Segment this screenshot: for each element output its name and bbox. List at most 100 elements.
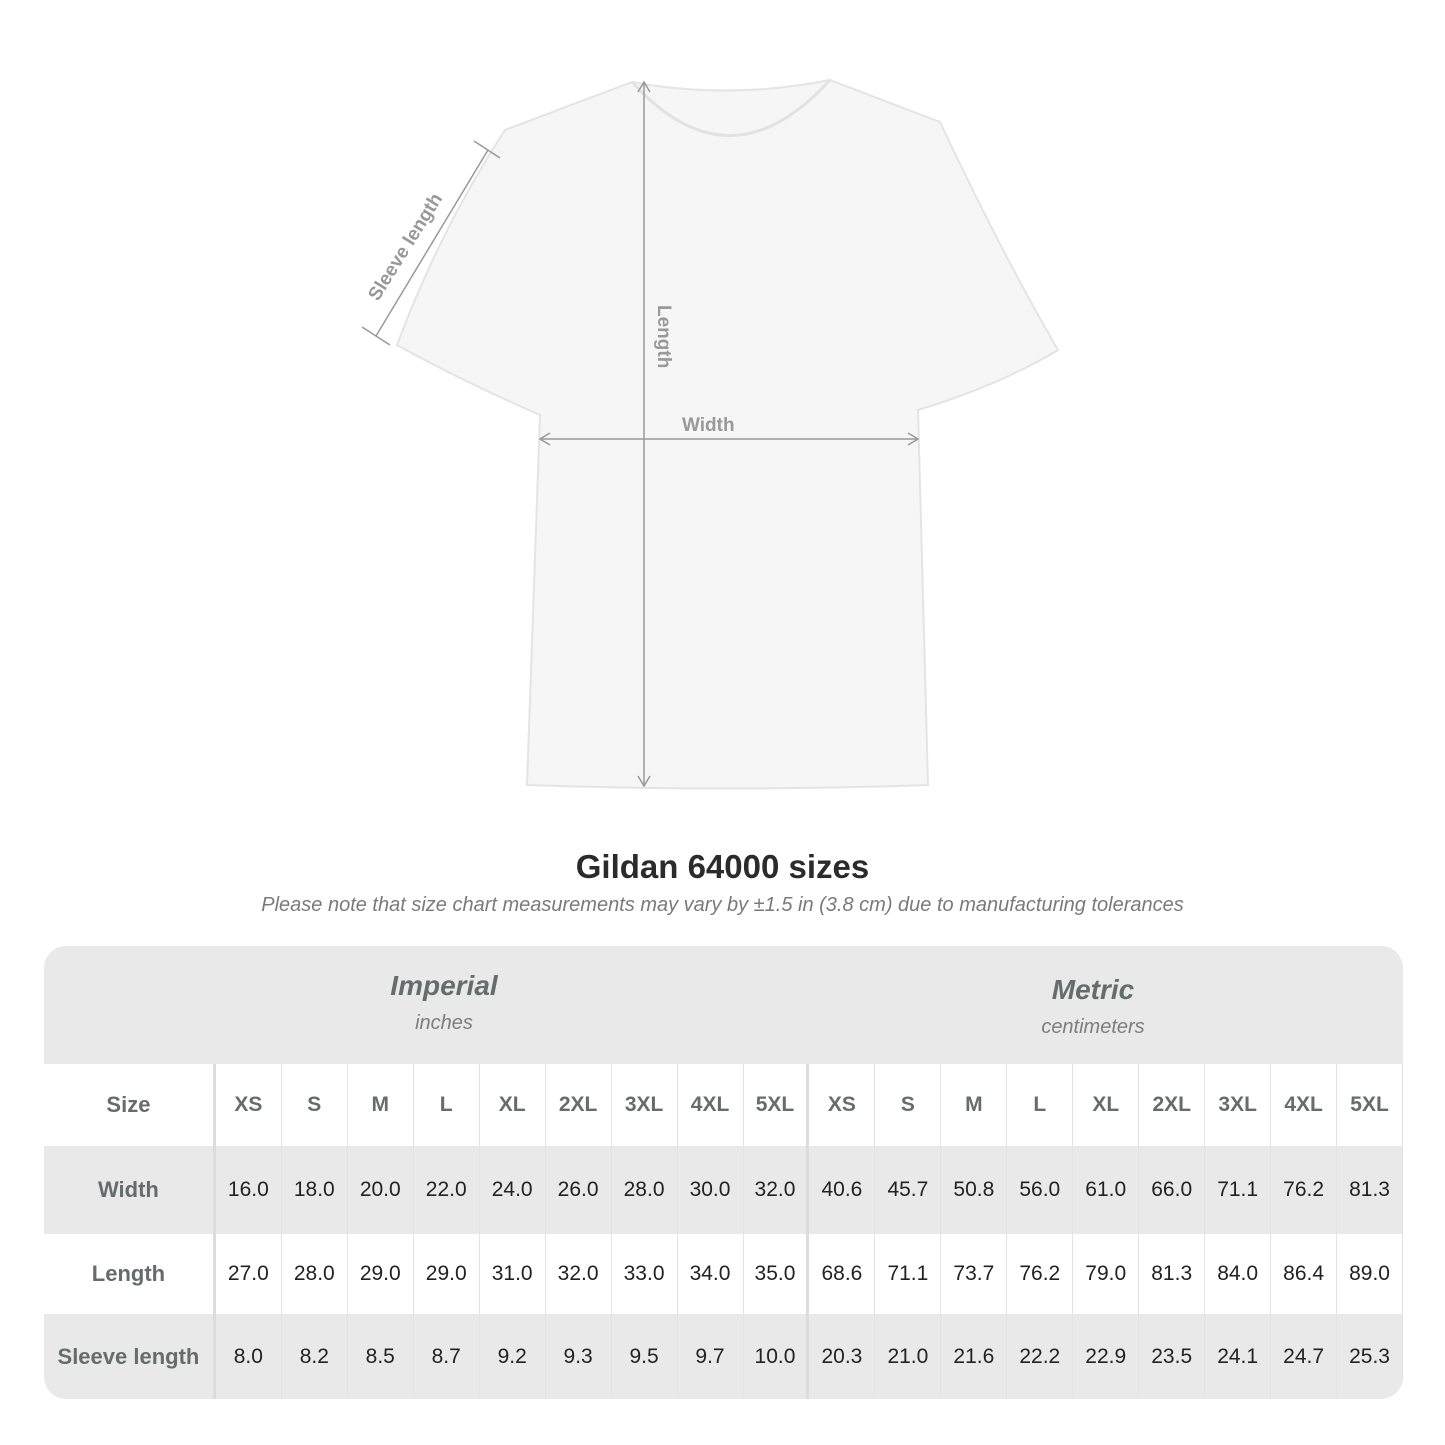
- table-cell: 29.0: [414, 1234, 480, 1314]
- table-cell: 22.0: [414, 1146, 480, 1234]
- table-cell: 40.6: [809, 1146, 876, 1234]
- size-chart: Imperial inches Metric centimeters Size X…: [44, 946, 1403, 1399]
- table-cell: 24.7: [1271, 1314, 1338, 1399]
- table-cell: 61.0: [1073, 1146, 1140, 1234]
- table-cell: 20.3: [809, 1314, 876, 1399]
- metric-title: Metric: [1051, 974, 1135, 1005]
- table-cell: 66.0: [1139, 1146, 1206, 1234]
- table-cell: 56.0: [1007, 1146, 1074, 1234]
- row-label: Width: [44, 1146, 216, 1234]
- table-cell: 22.9: [1073, 1314, 1140, 1399]
- size-header-cell: 5XL: [1337, 1064, 1403, 1146]
- table-cell: 86.4: [1271, 1234, 1338, 1314]
- length-label: Length: [653, 305, 674, 368]
- table-cell: 68.6: [809, 1234, 876, 1314]
- table-cell: 89.0: [1337, 1234, 1403, 1314]
- size-header-cell: 2XL: [546, 1064, 612, 1146]
- table-cell: 8.5: [348, 1314, 414, 1399]
- table-row: Length 27.0 28.0 29.0 29.0 31.0 32.0 33.0 34.0 35…: [44, 1234, 1403, 1314]
- imperial-unit: inches: [415, 1012, 473, 1034]
- table-cell: 30.0: [678, 1146, 744, 1234]
- table-cell: 9.5: [612, 1314, 678, 1399]
- size-header-cell: S: [875, 1064, 942, 1146]
- table-cell: 20.0: [348, 1146, 414, 1234]
- sleeve-tick-bottom: [361, 326, 391, 346]
- table-cell: 28.0: [282, 1234, 348, 1314]
- table-cell: 71.1: [875, 1234, 942, 1314]
- size-header-cell: 3XL: [612, 1064, 678, 1146]
- size-header-cell: XL: [480, 1064, 546, 1146]
- table-cell: 73.7: [941, 1234, 1008, 1314]
- size-header-cell: S: [282, 1064, 348, 1146]
- tolerance-note: Please note that size chart measurements…: [261, 894, 1184, 916]
- table-row: Width 16.0 18.0 20.0 22.0 24.0 26.0 28.0 30.0 32.…: [44, 1146, 1403, 1234]
- table-cell: 28.0: [612, 1146, 678, 1234]
- table-cell: 8.2: [282, 1314, 348, 1399]
- table-cell: 10.0: [744, 1314, 810, 1399]
- table-cell: 34.0: [678, 1234, 744, 1314]
- table-cell: 8.7: [414, 1314, 480, 1399]
- table-cell: 76.2: [1007, 1234, 1074, 1314]
- table-cell: 9.7: [678, 1314, 744, 1399]
- size-header-cell: 4XL: [1271, 1064, 1338, 1146]
- table-cell: 24.0: [480, 1146, 546, 1234]
- size-header-cell: L: [414, 1064, 480, 1146]
- row-label: Sleeve length: [44, 1314, 216, 1399]
- size-header-cell: L: [1007, 1064, 1074, 1146]
- table-cell: 29.0: [348, 1234, 414, 1314]
- table-cell: 9.2: [480, 1314, 546, 1399]
- metric-header: Metric centimeters: [793, 974, 1393, 1039]
- table-cell: 76.2: [1271, 1146, 1338, 1234]
- size-header-cell: 5XL: [744, 1064, 810, 1146]
- table-cell: 71.1: [1205, 1146, 1272, 1234]
- table-cell: 25.3: [1337, 1314, 1403, 1399]
- imperial-header: Imperial inches: [144, 970, 744, 1035]
- sleeve-tick-top: [473, 140, 501, 159]
- table-row: Sleeve length 8.0 8.2 8.5 8.7 9.2 9.3 9.5 9.7 10.…: [44, 1314, 1403, 1399]
- table-cell: 21.0: [875, 1314, 942, 1399]
- page-title: Gildan 64000 sizes: [575, 848, 870, 885]
- metric-unit: centimeters: [1041, 1016, 1145, 1038]
- table-cell: 24.1: [1205, 1314, 1272, 1399]
- table-cell: 33.0: [612, 1234, 678, 1314]
- table-cell: 45.7: [875, 1146, 942, 1234]
- row-label: Size: [44, 1064, 216, 1146]
- table-cell: 32.0: [546, 1234, 612, 1314]
- collar: [630, 78, 832, 137]
- size-header-cell: 3XL: [1205, 1064, 1272, 1146]
- table-cell: 16.0: [216, 1146, 282, 1234]
- table-cell: 35.0: [744, 1234, 810, 1314]
- tshirt-image: [395, 78, 1060, 790]
- size-header-cell: 2XL: [1139, 1064, 1206, 1146]
- width-label: Width: [682, 415, 735, 436]
- table-cell: 9.3: [546, 1314, 612, 1399]
- size-header-cell: M: [348, 1064, 414, 1146]
- size-header-cell: XS: [809, 1064, 876, 1146]
- width-arrow-right: [907, 432, 920, 446]
- tshirt-diagram: Length Width Sleeve length: [361, 78, 1060, 790]
- table-cell: 31.0: [480, 1234, 546, 1314]
- size-header-cell: XL: [1073, 1064, 1140, 1146]
- table-cell: 79.0: [1073, 1234, 1140, 1314]
- table-cell: 32.0: [744, 1146, 810, 1234]
- table-cell: 23.5: [1139, 1314, 1206, 1399]
- imperial-title: Imperial: [390, 970, 498, 1001]
- sleeve-line: [375, 149, 489, 337]
- length-arrow-bottom: [637, 775, 651, 788]
- table-cell: 18.0: [282, 1146, 348, 1234]
- table-cell: 8.0: [216, 1314, 282, 1399]
- size-header-cell: XS: [216, 1064, 282, 1146]
- length-arrow-top: [637, 80, 651, 93]
- table-cell: 21.6: [941, 1314, 1008, 1399]
- size-header-row: Size XS S M L XL 2XL 3XL 4XL 5XL XS S M L XL 2XL 3XL 4XL 5…: [44, 1064, 1403, 1146]
- table-cell: 81.3: [1337, 1146, 1403, 1234]
- size-header-cell: M: [941, 1064, 1008, 1146]
- table-cell: 22.2: [1007, 1314, 1074, 1399]
- table-cell: 84.0: [1205, 1234, 1272, 1314]
- table-cell: 26.0: [546, 1146, 612, 1234]
- table-cell: 81.3: [1139, 1234, 1206, 1314]
- unit-header: Imperial inches Metric centimeters: [44, 946, 1403, 1064]
- table-cell: 50.8: [941, 1146, 1008, 1234]
- table-cell: 27.0: [216, 1234, 282, 1314]
- size-header-cell: 4XL: [678, 1064, 744, 1146]
